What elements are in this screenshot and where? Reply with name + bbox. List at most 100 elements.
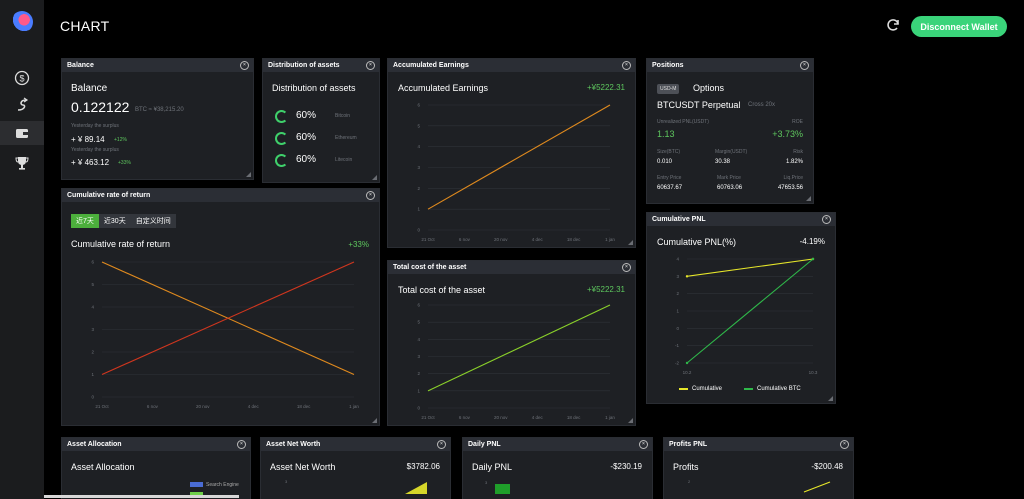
total-cost-chart: 0 1 2 3 4 5 6 21 Oct 6 nov 20 nov 4 dec 18 dec 1 jan	[417, 303, 615, 421]
resize-handle[interactable]	[806, 196, 811, 201]
y-tick-label: -2	[675, 361, 679, 366]
y-tick-label: 1	[91, 372, 94, 377]
liq-label: Liq.Price	[783, 175, 803, 181]
asset-net-worth-title: Asset Net Worth	[270, 462, 336, 472]
legend-label: Search Engine	[206, 482, 239, 488]
x-tick-label: 21 Oct	[95, 404, 109, 409]
tab-7-days[interactable]: 近7天	[71, 214, 99, 228]
asset-net-worth-value: $3782.06	[406, 462, 440, 471]
roe-label: ROE	[792, 119, 803, 125]
wallet-icon[interactable]	[12, 123, 32, 143]
y-tick-label: 3	[285, 479, 288, 484]
tab-30-days[interactable]: 近30天	[98, 214, 131, 228]
resize-handle[interactable]	[628, 418, 633, 423]
daily-pnl-panel: Daily PNL × Daily PNL -$230.19 3	[462, 437, 653, 499]
distribution-panel-header: Distribution of assets ×	[263, 59, 379, 72]
accumulated-title: Accumulated Earnings	[398, 83, 489, 93]
profits-pnl-panel: Profits PNL × Profits -$200.48 2	[663, 437, 854, 499]
accumulated-earnings-panel: Accumulated Earnings × Accumulated Earnin…	[387, 58, 636, 248]
close-icon[interactable]: ×	[366, 191, 375, 200]
app-logo[interactable]	[11, 11, 33, 33]
risk-value: 1.82%	[785, 159, 803, 165]
legend-swatch-green	[190, 492, 203, 497]
close-icon[interactable]: ×	[240, 61, 249, 70]
x-tick-label: 1 jan	[605, 415, 615, 420]
close-icon[interactable]: ×	[622, 263, 631, 272]
sidebar: $	[0, 0, 44, 499]
close-icon[interactable]: ×	[840, 440, 849, 449]
balance-value: 0.122122	[71, 99, 130, 115]
resize-handle[interactable]	[628, 240, 633, 245]
profits-chart-preview: 2	[688, 479, 831, 493]
progress-ring-icon	[275, 110, 288, 123]
panel-title: Asset Allocation	[67, 441, 122, 448]
options-tab[interactable]: Options	[693, 83, 725, 93]
y-tick-label: 5	[417, 123, 420, 128]
x-tick-label: 6 nov	[147, 404, 159, 409]
resize-handle[interactable]	[372, 418, 377, 423]
y-tick-label: 4	[417, 337, 420, 342]
y-tick-label: 4	[91, 305, 94, 310]
cumulative-rate-chart: 0 1 2 3 4 5 6 21 Oct 6 nov 20 nov 4 dec 18 dec 1 jan	[91, 260, 359, 410]
total-cost-panel: Total cost of the asset × Total cost of t…	[387, 260, 636, 426]
close-icon[interactable]: ×	[822, 215, 831, 224]
data-point	[685, 275, 689, 278]
x-tick-label: 18 dec	[567, 415, 581, 420]
resize-handle[interactable]	[828, 396, 833, 401]
x-tick-label: 20 nov	[494, 415, 508, 420]
y-tick-label: 0	[676, 326, 679, 331]
entry-label: Entry Price	[657, 175, 682, 181]
data-point	[811, 257, 815, 261]
legend-label: Cumulative	[692, 386, 723, 392]
close-icon[interactable]: ×	[437, 440, 446, 449]
panel-title: Profits PNL	[669, 441, 708, 448]
y-tick-label: 1	[676, 309, 679, 314]
tab-custom-time[interactable]: 自定义时间	[130, 214, 176, 228]
x-tick-label: 4 dec	[532, 237, 544, 242]
disconnect-wallet-button[interactable]: Disconnect Wallet	[911, 16, 1007, 37]
y-tick-label: 4	[417, 144, 420, 149]
panel-title: Asset Net Worth	[266, 441, 321, 448]
y-tick-label: 0	[91, 395, 94, 400]
total-cost-value: +¥5222.31	[586, 285, 625, 294]
usdm-badge[interactable]: USD-M	[657, 84, 680, 94]
asset-allocation-header: Asset Allocation ×	[62, 438, 250, 451]
exchange-icon[interactable]	[12, 95, 32, 115]
close-icon[interactable]: ×	[237, 440, 246, 449]
resize-handle[interactable]	[372, 175, 377, 180]
resize-handle[interactable]	[246, 172, 251, 177]
y-tick-label: 6	[91, 260, 94, 265]
y-tick-label: 6	[417, 303, 420, 308]
progress-ring-icon	[275, 154, 288, 167]
distribution-name: Litecoin	[335, 157, 353, 163]
close-icon[interactable]: ×	[639, 440, 648, 449]
liq-value: 47653.56	[777, 185, 803, 191]
y-tick-label: 2	[676, 291, 679, 296]
surplus-value: + ¥ 89.14	[71, 135, 105, 144]
cumulative-pnl-panel: Cumulative PNL × Cumulative PNL(%) -4.19%…	[646, 212, 836, 404]
btc-note: BTC ≈ ¥38,215.20	[135, 107, 184, 113]
refresh-icon[interactable]	[885, 17, 903, 35]
close-icon[interactable]: ×	[800, 61, 809, 70]
dollar-icon[interactable]: $	[12, 68, 32, 88]
total-cost-title: Total cost of the asset	[398, 285, 486, 295]
horizontal-scrollbar[interactable]	[44, 495, 239, 498]
daily-pnl-value: -$230.19	[610, 462, 642, 471]
panel-title: Cumulative PNL	[652, 216, 706, 223]
distribution-name: Ethereum	[335, 135, 357, 141]
trophy-icon[interactable]	[12, 153, 32, 173]
y-tick-label: 0	[417, 406, 420, 411]
profits-title: Profits	[673, 462, 699, 472]
mark-value: 60763.06	[717, 185, 743, 191]
series-line	[427, 304, 611, 392]
legend-swatch-yellow	[679, 388, 688, 390]
balance-title: Balance	[71, 83, 108, 94]
y-tick-label: 3	[91, 327, 94, 332]
profits-value: -$200.48	[811, 462, 843, 471]
accumulated-panel-header: Accumulated Earnings ×	[388, 59, 635, 72]
close-icon[interactable]: ×	[366, 61, 375, 70]
asset-allocation-title: Asset Allocation	[71, 462, 135, 472]
cumulative-pnl-value: -4.19%	[799, 237, 825, 246]
x-tick-label: 4 dec	[248, 404, 260, 409]
close-icon[interactable]: ×	[622, 61, 631, 70]
